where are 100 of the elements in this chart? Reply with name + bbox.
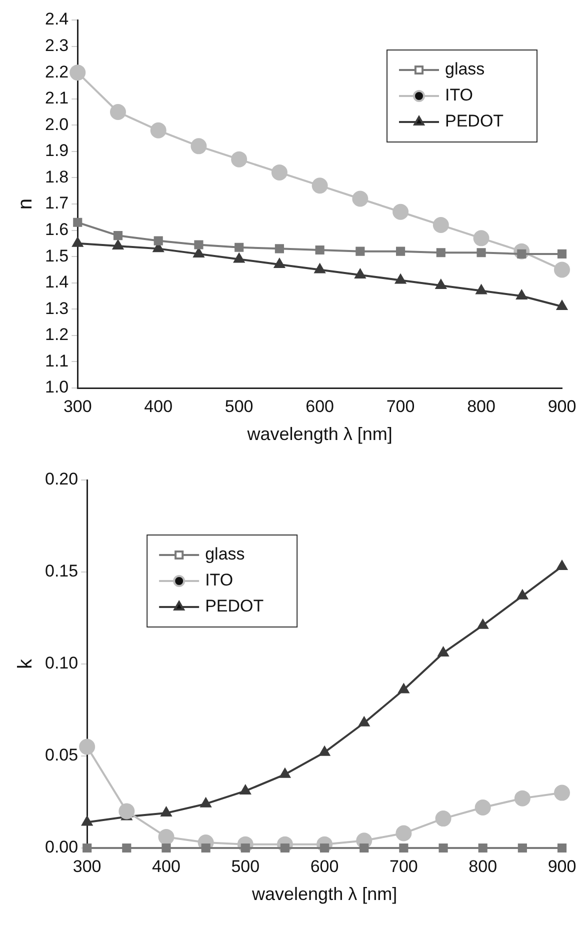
point [358, 716, 370, 726]
y-tick-label: 1.9 [44, 141, 69, 160]
point [398, 684, 410, 694]
point [234, 242, 244, 252]
point [436, 279, 446, 289]
point [160, 807, 172, 817]
point [240, 784, 251, 794]
point [360, 843, 369, 853]
point [194, 240, 204, 250]
point [517, 590, 528, 600]
legend-label: glass [445, 60, 485, 79]
x-tick-label: 700 [390, 856, 418, 876]
point [518, 843, 527, 853]
point [395, 274, 406, 284]
x-tick-label: 300 [63, 396, 92, 416]
y-tick-label: 1.7 [44, 194, 69, 213]
point [231, 151, 248, 168]
y-tick-label: 2.2 [44, 62, 69, 82]
point [315, 245, 324, 255]
point [200, 798, 212, 808]
y-tick-label: 1.6 [44, 220, 69, 239]
point [478, 619, 488, 629]
point [82, 843, 92, 853]
point [476, 284, 487, 294]
point [476, 248, 486, 258]
legend-label: ITO [445, 86, 474, 105]
y-tick-label: 1.4 [44, 272, 69, 292]
point [554, 262, 570, 278]
y-tick-label: 1.5 [44, 246, 69, 266]
point [118, 803, 135, 820]
point [234, 253, 244, 263]
y-tick-label: 1.0 [44, 378, 69, 397]
point [432, 217, 449, 234]
point [274, 244, 284, 254]
y-tick-label: 2.0 [44, 114, 69, 134]
point [438, 843, 448, 853]
point [474, 800, 491, 816]
point [356, 246, 365, 256]
point [557, 843, 567, 853]
y-tick-label: 1.2 [44, 325, 69, 344]
point [122, 843, 132, 853]
point [113, 231, 123, 240]
y-tick-label: 2.1 [44, 88, 69, 108]
point [557, 249, 567, 258]
legend-label: glass [205, 544, 245, 564]
y-tick-label: 1.1 [44, 351, 69, 370]
y-tick-label: 1.3 [44, 298, 69, 318]
x-tick-label: 300 [72, 856, 102, 876]
point [201, 843, 210, 853]
point [280, 768, 290, 778]
point [438, 646, 449, 656]
y-tick-label: 2.3 [44, 36, 69, 55]
y-tick-label: 2.4 [44, 10, 69, 29]
point [158, 828, 174, 845]
point [70, 64, 86, 81]
x-axis-title: wavelength λ [nm] [251, 884, 398, 904]
y-tick-label: 0.05 [44, 746, 78, 765]
point [314, 264, 326, 274]
point [514, 790, 530, 806]
point [79, 738, 96, 755]
y-tick-label: 0.15 [44, 562, 78, 581]
point [274, 258, 285, 268]
point [112, 240, 124, 250]
y-axis-title: k [14, 658, 37, 669]
point [516, 290, 527, 300]
x-tick-label: 900 [548, 856, 576, 876]
x-tick-label: 600 [310, 856, 339, 876]
point [73, 218, 82, 227]
point [396, 246, 406, 256]
point [110, 104, 126, 120]
point [150, 122, 166, 138]
legend-label: PEDOT [205, 596, 264, 616]
point [190, 138, 207, 154]
point [399, 843, 408, 853]
x-tick-label: 500 [224, 396, 254, 416]
point [556, 560, 568, 570]
x-tick-label: 800 [468, 856, 498, 876]
point [473, 230, 490, 246]
point [392, 204, 409, 220]
y-tick-label: 1.8 [44, 167, 69, 186]
point [556, 300, 568, 310]
point [554, 784, 570, 801]
x-tick-label: 400 [152, 856, 180, 876]
y-tick-label: 0.10 [44, 654, 78, 673]
x-tick-label: 700 [386, 396, 415, 416]
point [436, 248, 446, 258]
y-tick-label: 0.20 [44, 470, 78, 489]
point [154, 236, 163, 246]
point [354, 268, 366, 278]
point [435, 810, 452, 827]
legend-label: PEDOT [445, 112, 504, 131]
point [319, 746, 330, 756]
x-axis-title: wavelength λ [nm] [246, 424, 392, 444]
x-tick-label: 600 [306, 396, 334, 416]
x-tick-label: 400 [144, 396, 173, 416]
point [396, 825, 412, 842]
x-tick-label: 900 [548, 396, 576, 416]
y-axis-title: n [14, 198, 37, 210]
legend-label: ITO [205, 570, 234, 590]
point [352, 190, 368, 207]
